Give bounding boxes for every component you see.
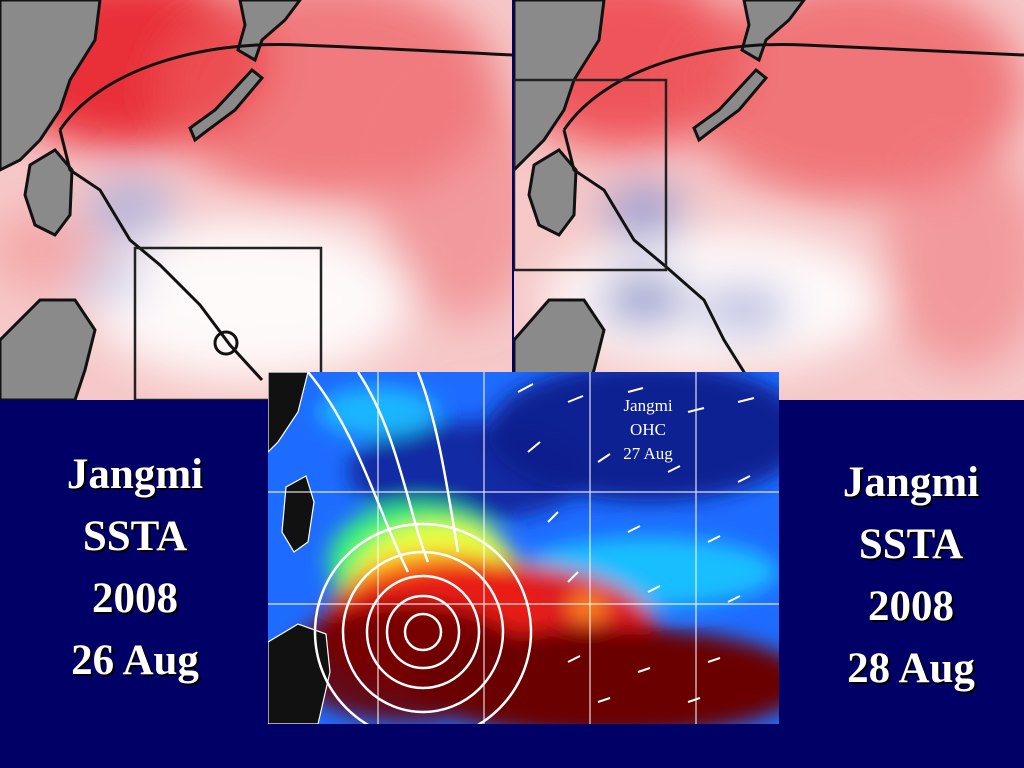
ohc-storm-name: Jangmi: [623, 396, 673, 415]
typhoon-wind-spiral: [307, 372, 533, 724]
right-caption-date: 28 Aug: [847, 645, 975, 692]
left-caption-year: 2008: [92, 575, 178, 622]
left-caption-field: SSTA: [82, 513, 188, 560]
ohc-map-27-aug: [268, 372, 779, 724]
ssta-map-28-aug-graphic: [514, 0, 1024, 400]
anomaly-field: [514, 0, 1024, 370]
analysis-box: [133, 246, 323, 400]
left-caption-storm-name: Jangmi: [66, 451, 204, 498]
typhoon-track-north: [562, 42, 1024, 131]
ssta-map-26-aug: [0, 0, 512, 400]
land-masses: [0, 0, 302, 400]
right-caption-storm-name: Jangmi: [842, 459, 980, 506]
typhoon-track: [562, 129, 751, 381]
right-caption: Jangmi SSTA 2008 28 Aug: [806, 452, 1016, 700]
left-caption-date: 26 Aug: [71, 637, 199, 684]
right-caption-field: SSTA: [858, 521, 964, 568]
ohc-map-graphic: [268, 372, 779, 724]
ssta-map-26-aug-graphic: [0, 0, 512, 400]
right-caption-year: 2008: [868, 583, 954, 630]
wind-vectors: [517, 383, 755, 703]
typhoon-track-north: [58, 42, 512, 131]
ohc-map-label: Jangmi OHC 27 Aug: [588, 394, 708, 466]
ohc-land-masses: [268, 372, 331, 724]
ohc-field-name: OHC: [630, 420, 666, 439]
ssta-map-28-aug: [514, 0, 1024, 400]
analysis-box: [514, 78, 668, 272]
ohc-date: 27 Aug: [623, 444, 673, 463]
typhoon-track: [58, 129, 264, 382]
typhoon-position-marker: [213, 330, 239, 356]
left-caption: Jangmi SSTA 2008 26 Aug: [30, 444, 240, 692]
